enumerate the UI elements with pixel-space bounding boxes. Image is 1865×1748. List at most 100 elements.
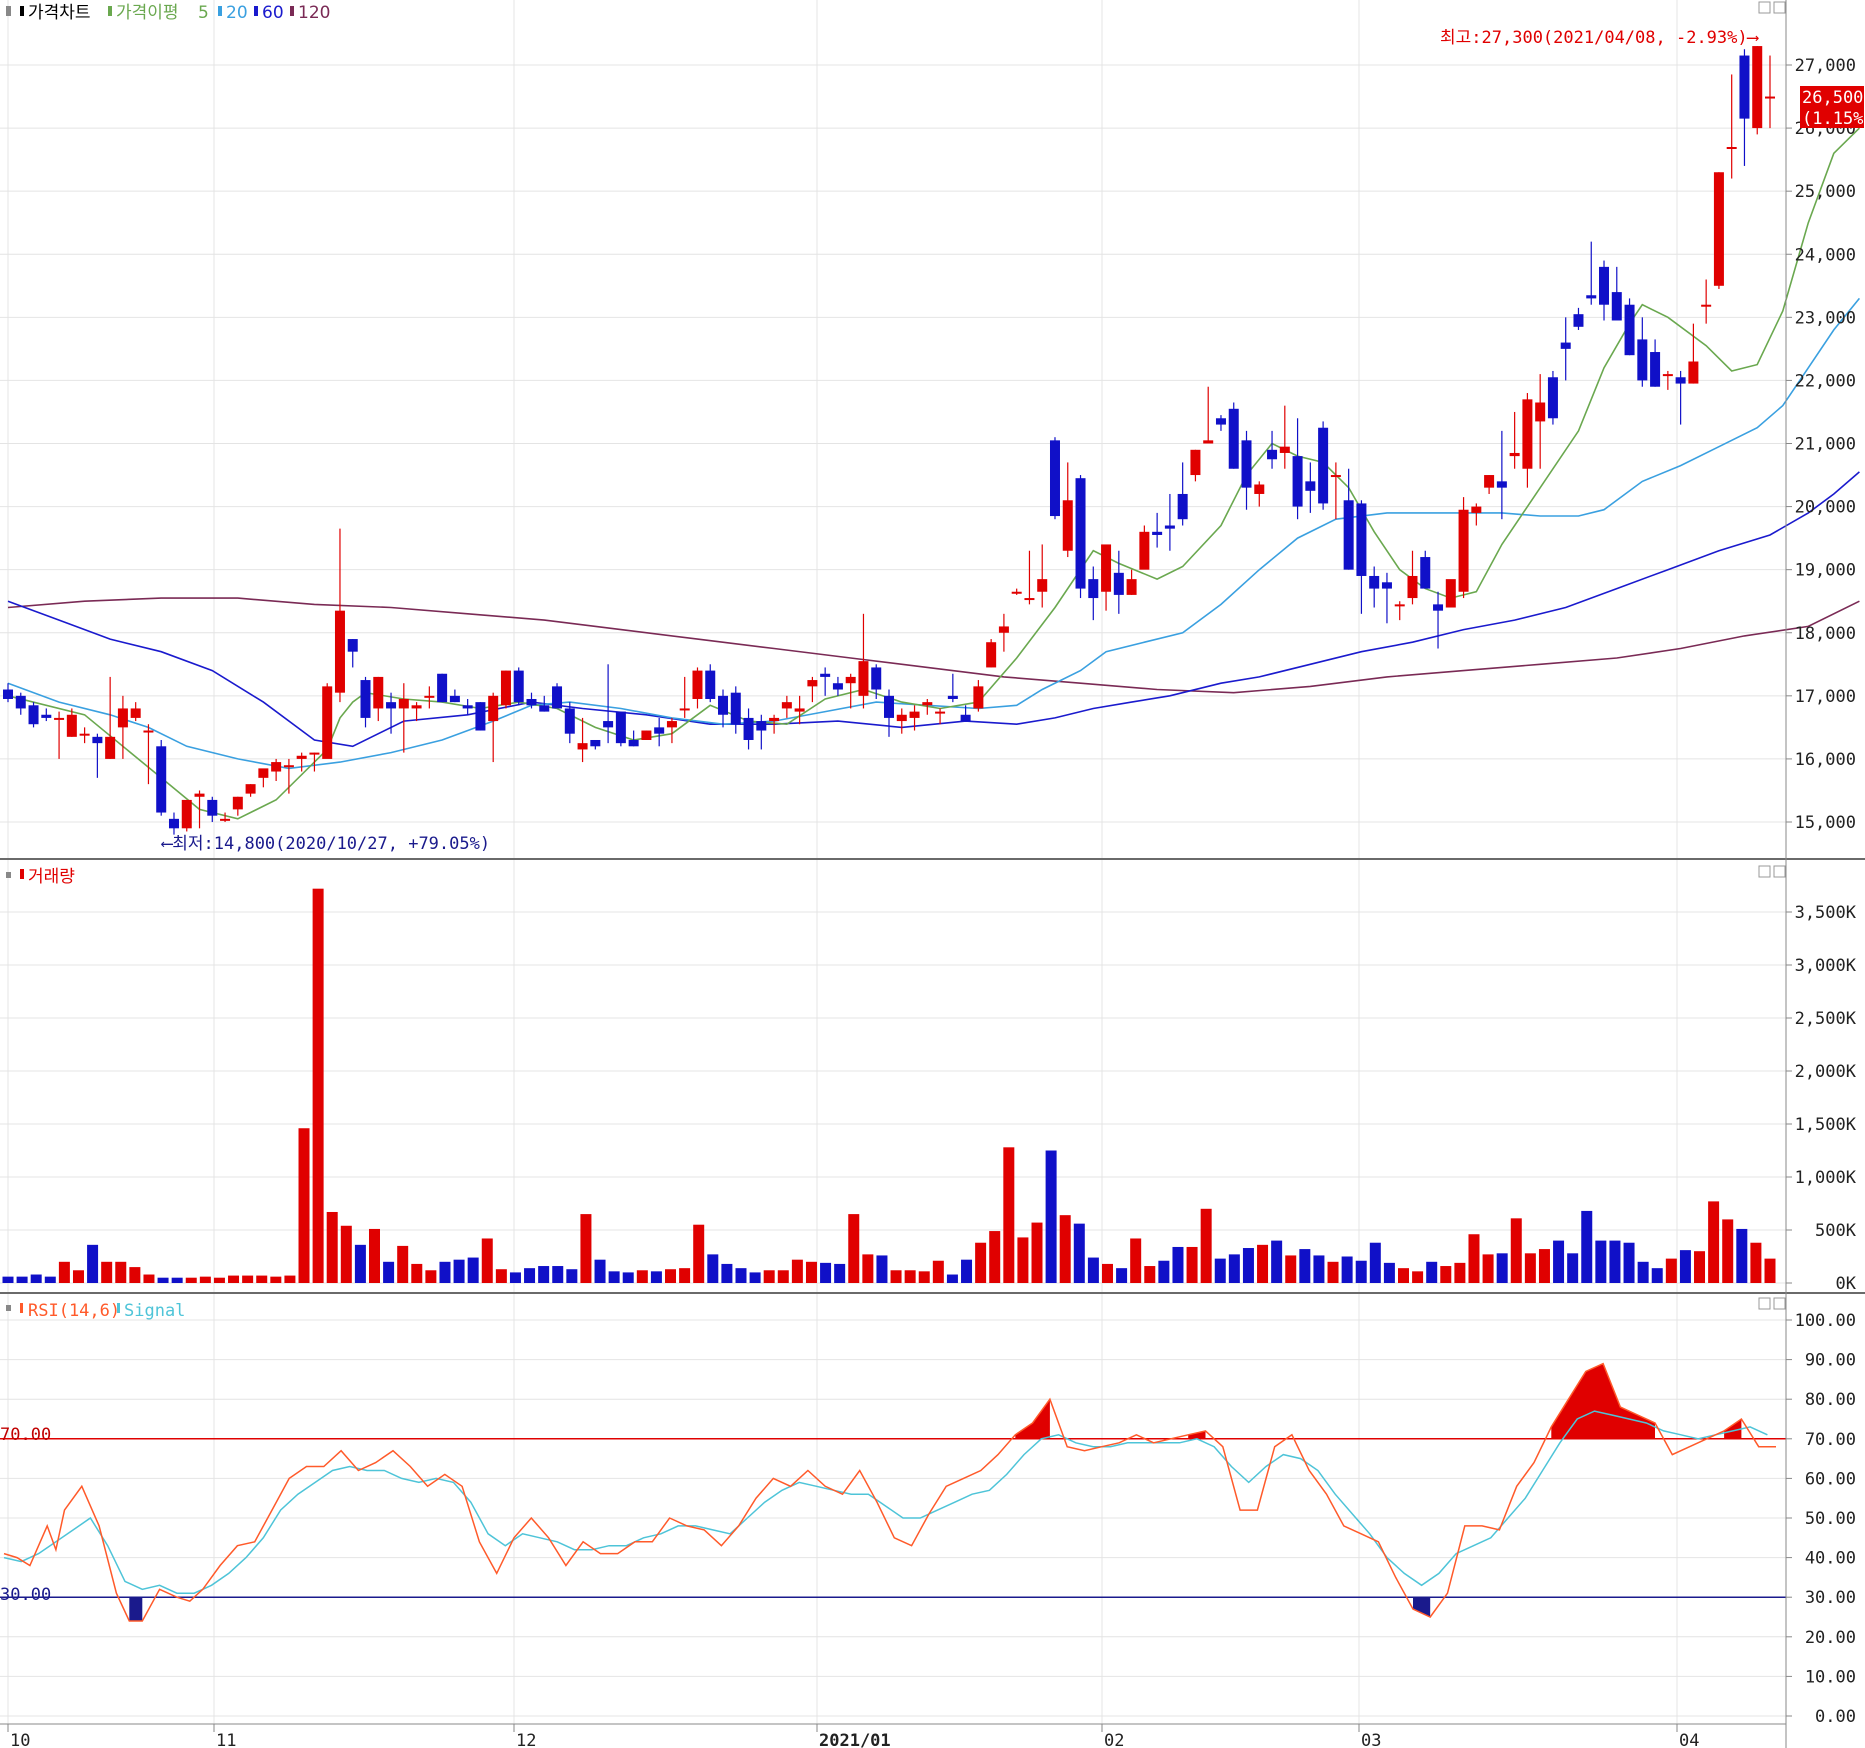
candle-body — [1279, 446, 1290, 453]
volume-bar — [1130, 1238, 1142, 1283]
candle-body — [309, 752, 320, 755]
rsi-panel-buttons[interactable] — [1758, 1297, 1786, 1310]
candle — [41, 708, 52, 722]
candle-body — [922, 702, 933, 706]
candle — [1599, 260, 1610, 321]
candle — [1637, 317, 1648, 387]
candle-body — [781, 702, 792, 709]
candle-body — [935, 711, 946, 714]
volume-bar — [961, 1259, 973, 1283]
candle — [398, 683, 409, 753]
candle — [654, 717, 665, 747]
current-price: 26,500 — [1802, 88, 1863, 108]
candle-body — [858, 661, 869, 696]
candle — [858, 613, 869, 709]
candle — [769, 714, 780, 734]
candle-body — [398, 698, 409, 709]
minimize-icon[interactable] — [1758, 865, 1771, 878]
candle-body — [730, 692, 741, 725]
candle — [781, 695, 792, 718]
candle-body — [807, 680, 818, 687]
candle-body — [628, 739, 639, 747]
candle — [590, 739, 601, 750]
volume-legend[interactable]: 거래량 — [6, 867, 75, 887]
candlesticks — [3, 46, 1775, 835]
candle-body — [1624, 304, 1635, 356]
signal-line — [3, 1410, 1768, 1594]
volume-bar — [467, 1257, 479, 1283]
candle — [283, 758, 294, 794]
volume-bar — [594, 1259, 606, 1283]
candle — [54, 711, 65, 759]
candle-body — [1420, 557, 1431, 589]
minimize-icon[interactable] — [1758, 1297, 1771, 1310]
candle — [1547, 370, 1558, 425]
candle-body — [1113, 572, 1124, 595]
volume-bar — [425, 1270, 437, 1283]
candle — [539, 695, 550, 712]
candle-body — [1215, 418, 1226, 425]
minimize-icon[interactable] — [1758, 1, 1771, 14]
legend-swatch — [218, 6, 222, 16]
candle — [552, 683, 563, 709]
candle-body — [909, 711, 920, 718]
candle — [322, 683, 333, 759]
candle — [1675, 370, 1686, 425]
price-legend[interactable]: 가격차트 가격이평 5 20 60 120 — [6, 3, 330, 23]
volume-bar — [354, 1244, 366, 1283]
candle-body — [424, 695, 435, 698]
volume-bar — [1299, 1249, 1311, 1283]
rsi-overbought-fill — [1724, 1419, 1742, 1439]
candle-body — [1496, 481, 1507, 488]
legend-swatch — [117, 1303, 120, 1313]
volume-bar — [228, 1275, 240, 1283]
volume-bar — [1087, 1257, 1099, 1283]
volume-bar — [862, 1254, 874, 1283]
volume-bar — [1327, 1261, 1339, 1283]
candle-body — [1752, 46, 1763, 129]
candle-body — [271, 762, 282, 772]
candle — [1075, 475, 1086, 599]
rsi-lines — [0, 1362, 1786, 1622]
candle — [245, 784, 256, 797]
candle — [437, 673, 448, 703]
candle — [1318, 421, 1329, 510]
volume-bar — [989, 1231, 1001, 1283]
candle — [730, 686, 741, 734]
candle-body — [1203, 440, 1214, 444]
candle-body — [1458, 509, 1469, 592]
candle-body — [1637, 339, 1648, 381]
rsi-legend[interactable]: RSI(14,6) Signal — [6, 1301, 185, 1321]
volume-bar — [1017, 1237, 1029, 1283]
x-tick-label: 04 — [1679, 1731, 1699, 1748]
close-icon[interactable] — [1773, 1, 1786, 14]
candle-body — [41, 714, 52, 718]
volume-y-tick-label: 2,000K — [1795, 1062, 1857, 1082]
ma-label: 가격이평 — [116, 3, 179, 23]
candle-body — [1433, 604, 1444, 611]
volume-bar — [538, 1266, 550, 1283]
close-icon[interactable] — [1773, 1297, 1786, 1310]
candle — [1343, 468, 1354, 570]
volume-bar — [495, 1269, 507, 1283]
close-icon[interactable] — [1773, 865, 1786, 878]
candle — [628, 730, 639, 747]
volume-bar — [1045, 1150, 1057, 1283]
volume-panel-buttons[interactable] — [1758, 865, 1786, 878]
candle-body — [820, 673, 831, 677]
candle-body — [1190, 449, 1201, 476]
volume-y-tick-label: 2,500K — [1795, 1009, 1857, 1029]
candle-body — [360, 680, 371, 718]
volume-bar — [284, 1275, 296, 1283]
candle — [1152, 512, 1163, 548]
candle — [1611, 266, 1622, 321]
candle — [1739, 49, 1750, 166]
price-panel-buttons[interactable] — [1758, 1, 1786, 14]
candle-body — [1611, 292, 1622, 321]
candle — [1011, 588, 1022, 595]
rsi-y-tick-label: 80.00 — [1805, 1390, 1856, 1410]
volume-bar — [87, 1244, 99, 1283]
candle — [1369, 566, 1380, 608]
